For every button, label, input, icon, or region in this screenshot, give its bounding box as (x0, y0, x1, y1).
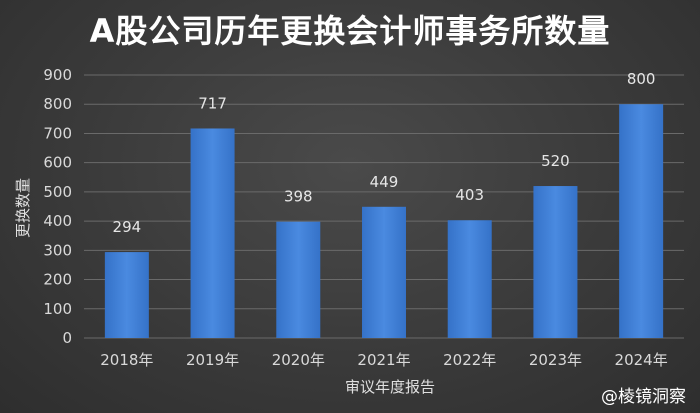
x-tick-label: 2019年 (186, 351, 239, 369)
y-tick-label: 500 (43, 183, 72, 201)
y-tick-label: 700 (43, 124, 72, 142)
data-label-2019年: 717 (198, 94, 227, 112)
bar-2024年 (619, 104, 664, 338)
y-tick-label: 800 (43, 95, 72, 113)
x-tick-label: 2020年 (272, 351, 325, 369)
x-tick-label: 2021年 (357, 351, 410, 369)
bars (104, 104, 664, 338)
y-tick-label: 100 (43, 300, 72, 318)
data-labels: 294 717 398 449 403 520 800 (113, 70, 656, 236)
bar-2019年 (190, 128, 235, 338)
bar-2022年 (447, 220, 492, 338)
x-axis-title: 审议年度报告 (345, 378, 435, 396)
data-label-2021年: 449 (370, 173, 399, 191)
bar-2020年 (276, 221, 321, 338)
watermark: @棱镜洞察 (601, 387, 686, 407)
y-tick-label: 300 (43, 241, 72, 259)
x-tick-label: 2024年 (615, 351, 668, 369)
bar-2023年 (533, 186, 578, 338)
chart-title: A股公司历年更换会计师事务所数量 (89, 12, 611, 50)
data-label-2020年: 398 (284, 188, 313, 206)
y-axis-title: 更换数量 (14, 178, 32, 238)
y-tick-label: 200 (43, 271, 72, 289)
x-axis-ticks: 2018年 2019年 2020年 2021年 2022年 2023年 2024年 (100, 351, 667, 369)
y-tick-label: 900 (43, 66, 72, 84)
y-axis-ticks: 0 100 200 300 400 500 600 700 800 900 (43, 66, 72, 347)
y-tick-label: 400 (43, 212, 72, 230)
bar-2018年 (104, 252, 149, 338)
x-tick-label: 2023年 (529, 351, 582, 369)
data-label-2022年: 403 (455, 186, 484, 204)
data-label-2024年: 800 (627, 70, 656, 88)
y-tick-label: 0 (62, 329, 72, 347)
bar-2021年 (362, 206, 406, 338)
x-tick-label: 2022年 (443, 351, 496, 369)
x-tick-label: 2018年 (100, 351, 153, 369)
data-label-2018年: 294 (113, 218, 142, 236)
y-tick-label: 600 (43, 154, 72, 172)
data-label-2023年: 520 (541, 152, 570, 170)
